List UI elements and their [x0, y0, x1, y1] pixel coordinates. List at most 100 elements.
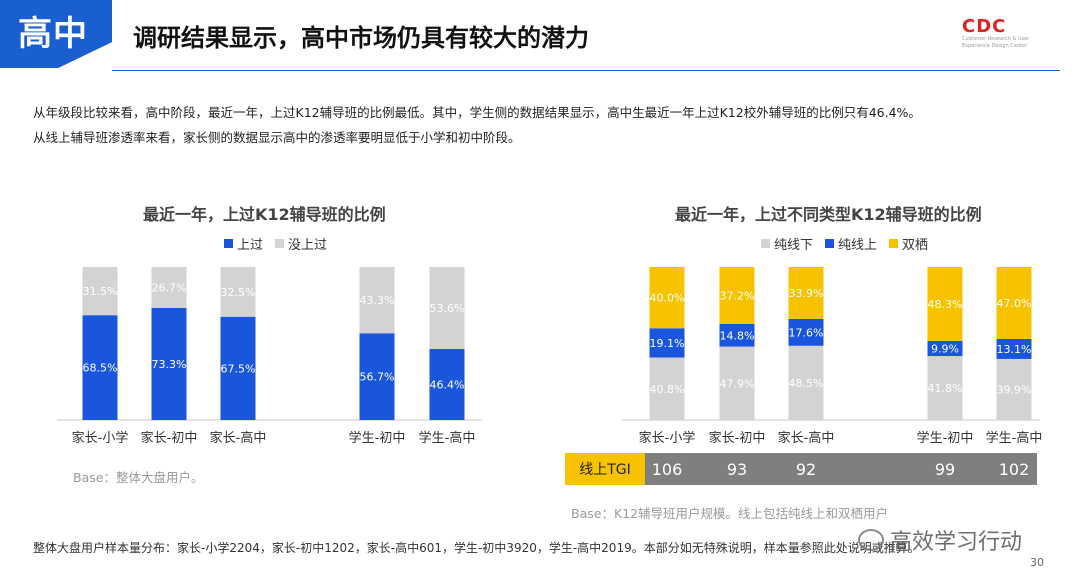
wechat-icon: [858, 529, 884, 551]
chart2-bar-0-2: [649, 267, 685, 329]
chart1-bar-0-1: [82, 267, 118, 316]
chart2-data-label: 39.9%: [997, 383, 1032, 396]
tgi-value: 92: [796, 460, 816, 479]
chart2-bar-3-2: [927, 267, 963, 341]
chart2-data-label: 47.0%: [997, 297, 1032, 310]
tgi-values-row: [645, 453, 1037, 485]
tgi-value: 99: [935, 460, 955, 479]
chart1-legend-item-1: 没上过: [275, 234, 327, 253]
chart2-data-label: 19.1%: [650, 337, 685, 350]
chart1-data-label: 46.4%: [430, 379, 465, 392]
tgi-value: 106: [652, 460, 683, 479]
chart2-data-label: 33.9%: [789, 287, 824, 300]
chart2-data-label: 40.0%: [650, 292, 685, 305]
chart2-data-label: 40.8%: [650, 383, 685, 396]
chart2-data-label: 9.9%: [931, 342, 959, 355]
chart2-legend-label-0: 纯线下: [774, 238, 814, 253]
chart1-legend-label-0: 上过: [237, 238, 264, 253]
chart1-bar-1-1: [151, 267, 187, 308]
chart2-data-label: 37.2%: [720, 289, 755, 302]
chart2-bar-1-0: [719, 346, 755, 420]
chart1-data-label: 53.6%: [430, 302, 465, 315]
legend-swatch-icon: [224, 239, 233, 248]
chart1-data-label: 56.7%: [360, 371, 395, 384]
chart2-category-label: 家长-小学: [639, 430, 696, 446]
intro-line-1: 从年级段比较来看，高中阶段，最近一年，上过K12辅导班的比例最低。其中，学生侧的…: [33, 105, 921, 120]
chart1-category-label: 家长-小学: [72, 430, 129, 446]
tgi-value: 102: [999, 460, 1030, 479]
intro-text: 从年级段比较来看，高中阶段，最近一年，上过K12辅导班的比例最低。其中，学生侧的…: [33, 100, 921, 150]
watermark: 高效学习行动: [858, 524, 1022, 556]
chart2-bar-2-2: [788, 267, 824, 319]
chart1-data-label: 68.5%: [83, 362, 118, 375]
chart2-bar-4-1: [996, 338, 1032, 359]
header-divider: [112, 70, 1060, 71]
sample-size-note: 整体大盘用户样本量分布：家长-小学2204，家长-初中1202，家长-高中601…: [33, 541, 920, 555]
chart2-category-label: 学生-高中: [986, 430, 1043, 446]
chart1-bar-0-0: [82, 315, 118, 420]
legend-swatch-icon: [825, 239, 835, 248]
chart1-data-label: 32.5%: [221, 286, 256, 299]
tgi-label-cell: [565, 453, 645, 485]
page-title: 调研结果显示，高中市场仍具有较大的潜力: [133, 24, 589, 52]
cdc-logo: CDC Customer Research & User Experience …: [962, 18, 1042, 58]
chart1-bar-2-0: [220, 316, 256, 420]
chart2-legend-item-1: 纯线上: [825, 234, 877, 253]
page-number: 30: [1030, 556, 1044, 569]
chart2-bar-3-1: [927, 340, 963, 357]
chart2-data-label: 14.8%: [720, 329, 755, 342]
chart2-data-label: 41.8%: [928, 382, 963, 395]
intro-line-2: 从线上辅导班渗透率来看，家长侧的数据显示高中的渗透率要明显低于小学和初中阶段。: [33, 130, 521, 145]
chart1-data-label: 73.3%: [152, 358, 187, 371]
chart2-legend: 纯线下 纯线上 双栖: [761, 234, 928, 253]
chart2-legend-label-2: 双栖: [902, 238, 929, 253]
chart2-data-label: 48.5%: [789, 377, 824, 390]
chart2-bar-2-0: [788, 345, 824, 420]
chart2-base-note: Base：K12辅导班用户规模。线上包括纯线上和双栖用户: [571, 506, 889, 521]
chart2-bar-4-0: [996, 358, 1032, 420]
chart2-legend-label-1: 纯线上: [838, 238, 878, 253]
chart2-category-label: 学生-初中: [917, 430, 974, 446]
legend-swatch-icon: [761, 239, 770, 248]
chart1-data-label: 26.7%: [152, 281, 187, 294]
chart1-legend-label-1: 没上过: [288, 238, 328, 253]
chart1-data-label: 67.5%: [221, 362, 256, 375]
chart2-category-label: 家长-初中: [709, 430, 766, 446]
watermark-text: 高效学习行动: [890, 530, 1023, 555]
chart1-bar-4-0: [429, 349, 465, 420]
chart1-legend-item-0: 上过: [224, 234, 263, 253]
chart2-bar-3-0: [927, 356, 963, 420]
chart1-category-label: 家长-初中: [141, 430, 198, 446]
chart1-title: 最近一年，上过K12辅导班的比例: [143, 205, 386, 224]
chart2-bar-0-0: [649, 357, 685, 420]
chart2-legend-item-2: 双栖: [889, 234, 928, 253]
chart2-bar-1-1: [719, 323, 755, 347]
chart2-bar-0-1: [649, 328, 685, 358]
chart2-bar-2-1: [788, 318, 824, 346]
chart1-category-label: 学生-初中: [349, 430, 406, 446]
chart2-legend-item-0: 纯线下: [761, 234, 813, 253]
tgi-value: 93: [727, 460, 747, 479]
chart1-bar-4-1: [429, 267, 465, 350]
chart1-bar-1-0: [151, 307, 187, 420]
chart1-category-label: 学生-高中: [419, 430, 476, 446]
chart1-base-note: Base：整体大盘用户。: [73, 470, 204, 485]
chart2-data-label: 17.6%: [789, 326, 824, 339]
tgi-label: 线上TGI: [579, 462, 631, 478]
chart2-data-label: 13.1%: [997, 343, 1032, 356]
chart2-data-label: 47.9%: [720, 377, 755, 390]
chart1-bar-3-1: [359, 267, 395, 334]
legend-swatch-icon: [275, 239, 285, 248]
section-badge-label: 高中: [18, 14, 88, 54]
chart2-bar-4-2: [996, 267, 1032, 339]
chart1-data-label: 31.5%: [83, 285, 118, 298]
chart1-bar-2-1: [220, 267, 256, 317]
chart1-bar-3-0: [359, 333, 395, 420]
chart2-category-label: 家长-高中: [778, 430, 835, 446]
chart1-legend: 上过 没上过: [224, 234, 327, 253]
chart2-title: 最近一年，上过不同类型K12辅导班的比例: [675, 205, 982, 224]
logo-wordmark: CDC: [962, 16, 1007, 37]
chart2-bar-1-2: [719, 267, 755, 324]
chart1-data-label: 43.3%: [360, 294, 395, 307]
